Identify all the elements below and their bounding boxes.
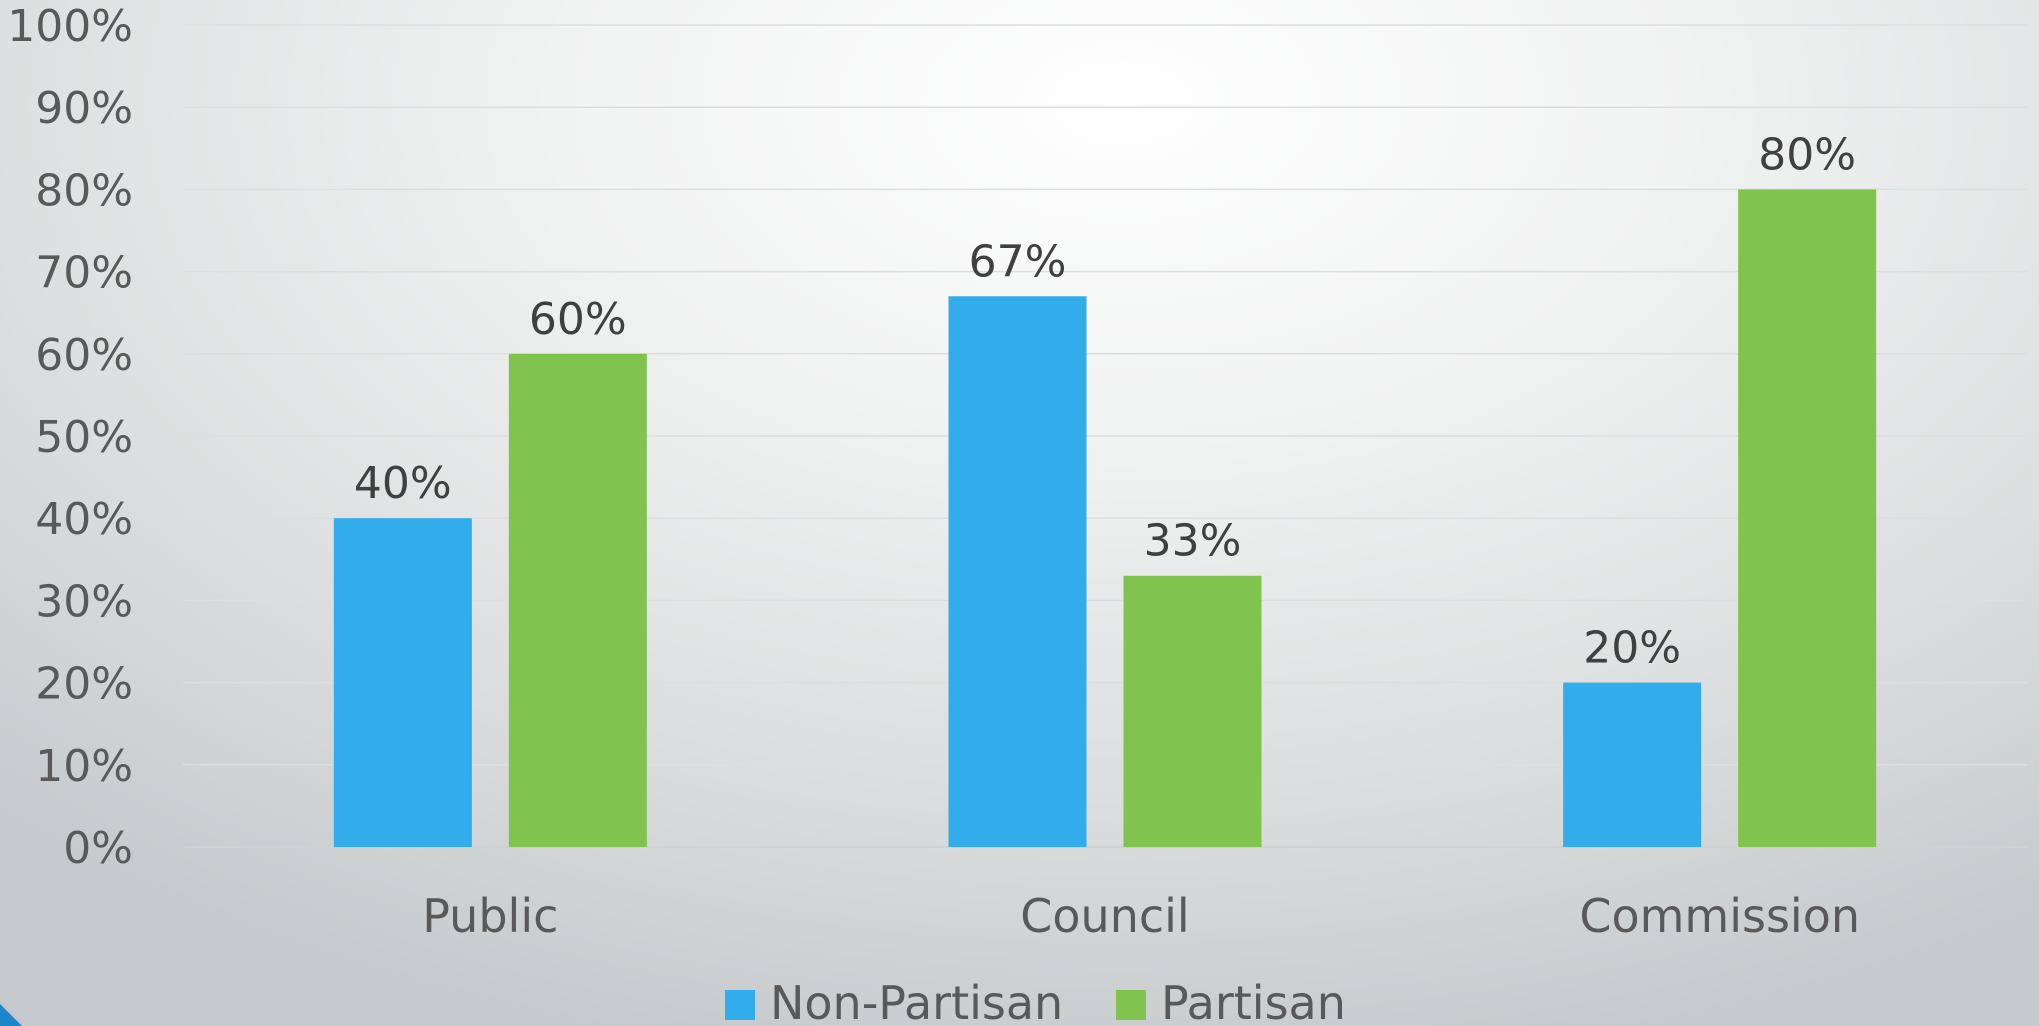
legend-label: Non-Partisan: [770, 976, 1063, 1026]
x-tick-label: Public: [422, 889, 558, 943]
corner-accent-decoration: [0, 1004, 22, 1026]
y-tick-label: 70%: [35, 248, 133, 299]
y-tick-label: 10%: [35, 741, 133, 792]
bar: [333, 518, 472, 847]
y-tick-label: 40%: [35, 494, 133, 545]
legend-item: Partisan: [1116, 976, 1346, 1026]
y-tick-label: 50%: [35, 412, 133, 463]
data-labels: 40% 60% 67% 33% 20% 80%: [354, 129, 1856, 673]
data-label: 67%: [969, 236, 1067, 287]
y-tick-label: 0%: [63, 823, 133, 874]
bar: [1563, 682, 1702, 847]
bar: [948, 296, 1087, 847]
bar: [1123, 575, 1262, 847]
gridlines: [183, 24, 2027, 848]
data-label: 40%: [354, 458, 452, 509]
x-tick-label: Commission: [1579, 889, 1860, 943]
data-label: 80%: [1758, 129, 1856, 180]
legend-swatch: [1116, 990, 1146, 1020]
y-tick-label: 90%: [35, 83, 133, 134]
legend-label: Partisan: [1161, 976, 1346, 1026]
bar: [1738, 189, 1877, 847]
y-tick-label: 30%: [35, 576, 133, 627]
legend-item: Non-Partisan: [725, 976, 1063, 1026]
y-axis: 0% 10% 20% 30% 40% 50% 60% 70% 80% 90% 100%: [7, 1, 133, 874]
y-tick-label: 80%: [35, 165, 133, 216]
x-axis: Public Council Commission: [422, 889, 1860, 943]
data-label: 33%: [1144, 516, 1242, 567]
legend-swatch: [725, 990, 755, 1020]
y-tick-label: 20%: [35, 659, 133, 710]
y-tick-label: 100%: [7, 1, 133, 52]
data-label: 60%: [529, 294, 627, 345]
y-tick-label: 60%: [35, 330, 133, 381]
legend: Non-Partisan Partisan: [725, 976, 1346, 1026]
bars: [333, 189, 1877, 847]
data-label: 20%: [1583, 623, 1681, 674]
bar: [508, 353, 647, 847]
x-tick-label: Council: [1020, 889, 1189, 943]
